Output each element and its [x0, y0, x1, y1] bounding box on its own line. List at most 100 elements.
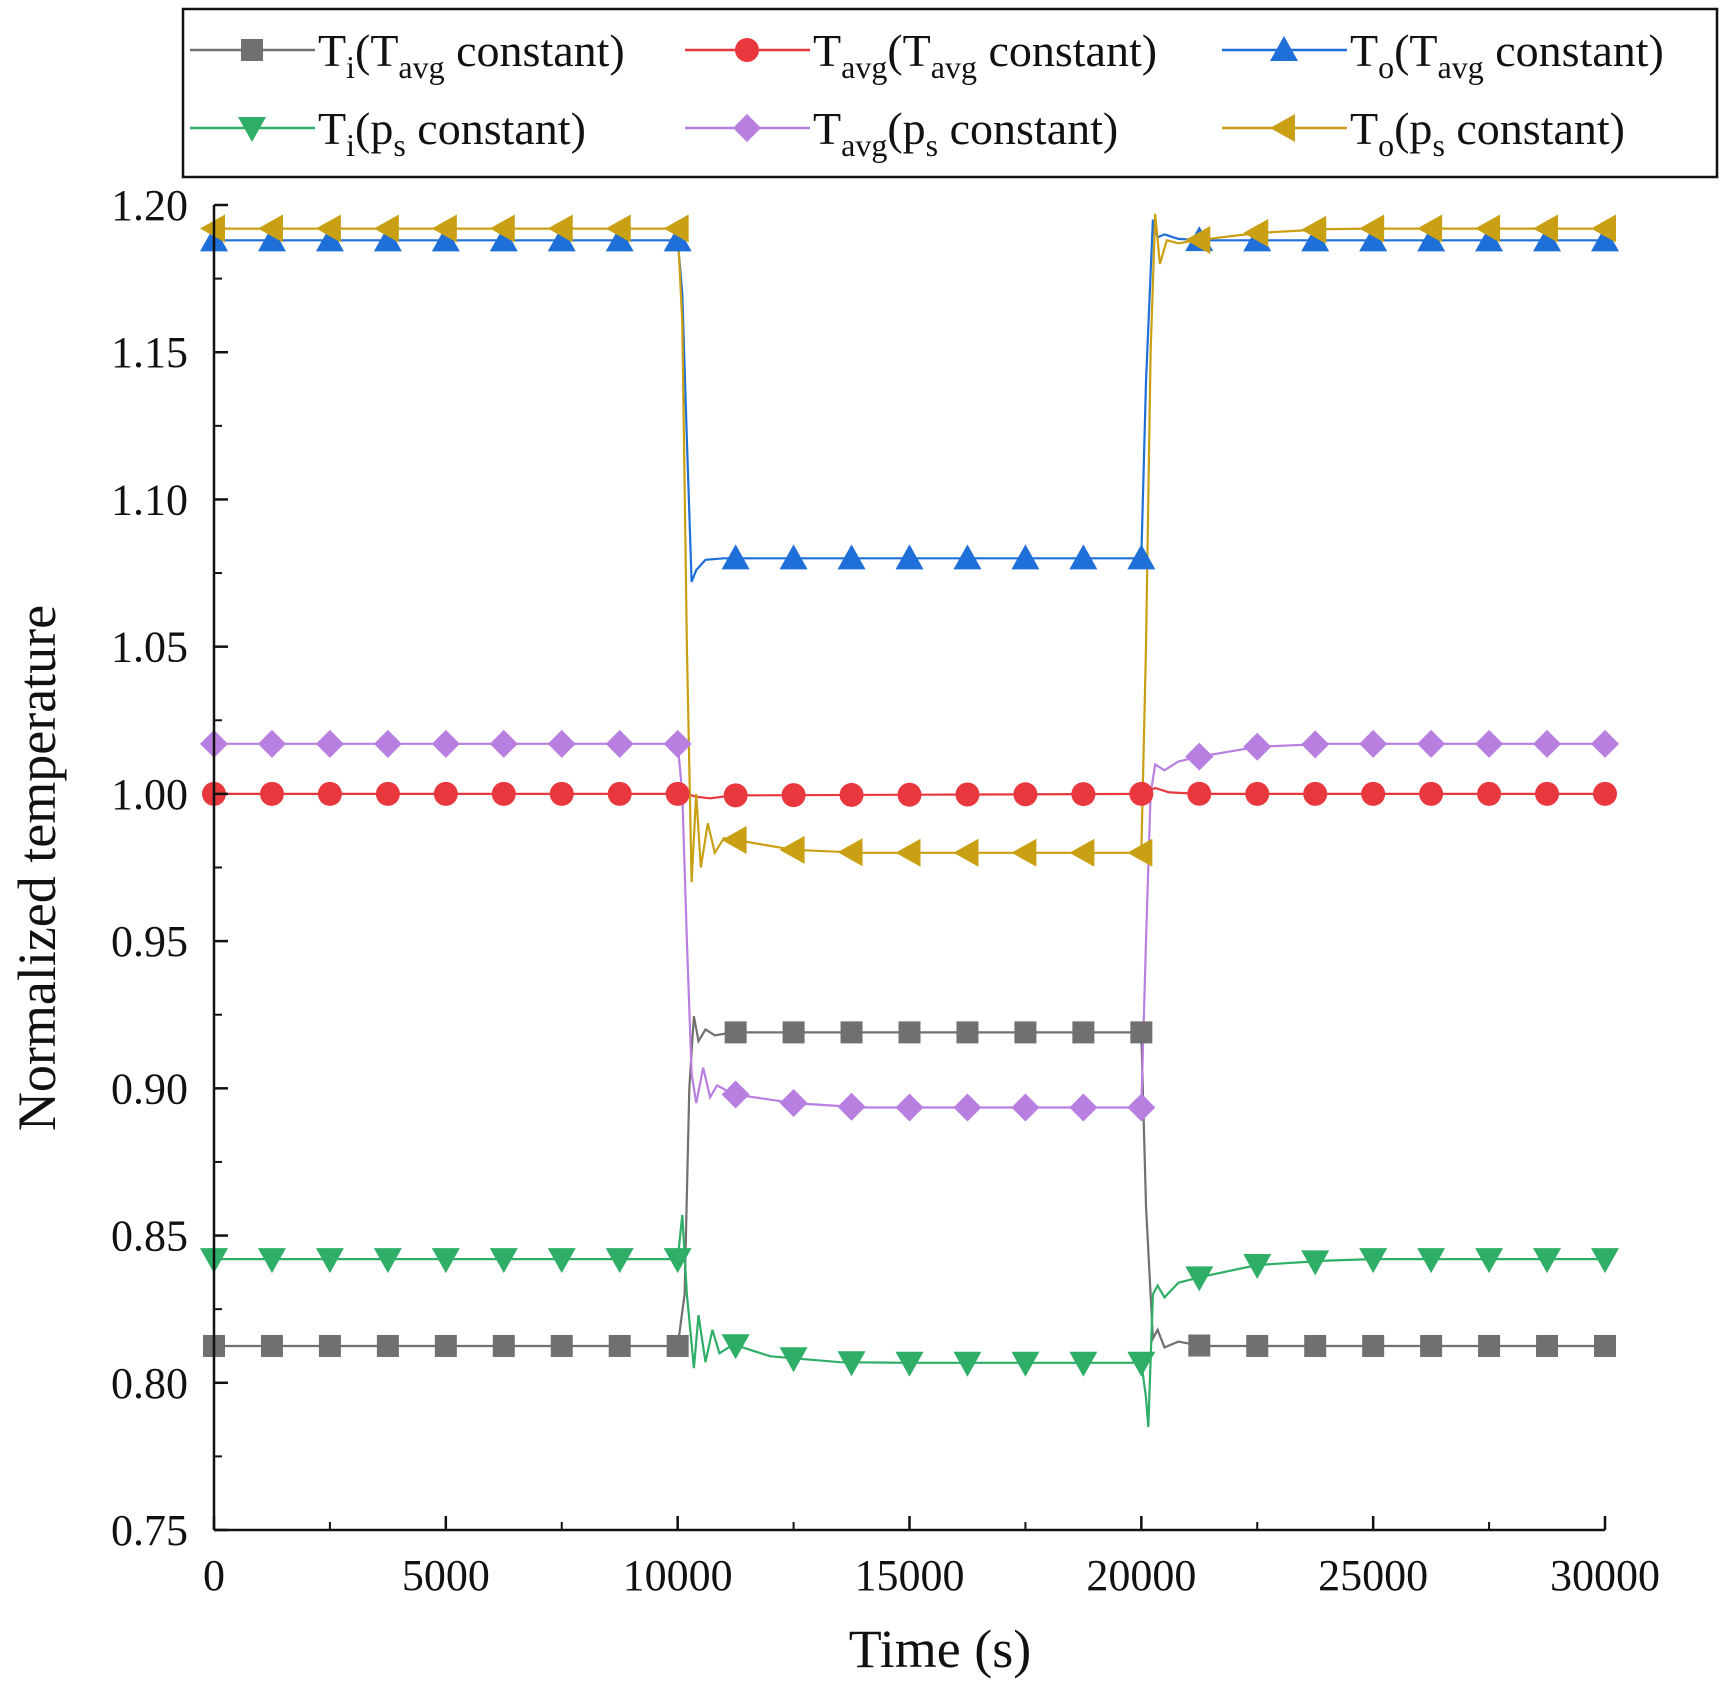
- series-layer: [200, 213, 1619, 1427]
- y-tick-label: 0.80: [111, 1359, 188, 1408]
- series-point: [663, 1248, 692, 1274]
- y-tick-label: 1.15: [111, 328, 188, 377]
- y-tick-label: 1.20: [111, 181, 188, 230]
- series-point: [897, 782, 922, 807]
- legend-item: To(ps constant): [1222, 103, 1625, 163]
- x-tick-label: 10000: [623, 1551, 733, 1600]
- series-point: [259, 781, 284, 806]
- series-point: [431, 226, 460, 252]
- series-point: [779, 1089, 808, 1118]
- legend-label-subscript: o: [1378, 49, 1394, 85]
- series-point: [1243, 218, 1269, 247]
- series-point: [1362, 1334, 1385, 1357]
- series-point: [1069, 1351, 1098, 1377]
- series-point: [1594, 1334, 1616, 1357]
- series-point: [373, 1248, 402, 1274]
- series-point: [1417, 226, 1446, 252]
- series-point: [1591, 729, 1619, 758]
- series-point: [779, 835, 805, 864]
- series-point: [434, 1334, 457, 1357]
- series-point: [605, 1248, 634, 1274]
- series-point: [663, 214, 689, 243]
- series-point: [1361, 781, 1386, 806]
- series-point: [1359, 729, 1388, 758]
- series-point: [1013, 782, 1038, 807]
- series-point: [1536, 1334, 1559, 1357]
- x-tick-label: 0: [203, 1551, 225, 1600]
- series-point: [257, 214, 283, 243]
- series-point: [260, 1334, 283, 1357]
- y-tick-label: 1.00: [111, 770, 188, 819]
- legend-label: Ti(Tavg constant): [318, 25, 625, 85]
- legend-label-subscript: avg: [1438, 49, 1484, 85]
- series-point: [956, 1021, 979, 1044]
- legend-label-text: T: [318, 25, 346, 76]
- series-point: [1359, 214, 1385, 243]
- series-point: [898, 1021, 921, 1044]
- series-point: [1420, 1334, 1443, 1357]
- series-point: [781, 783, 806, 808]
- series-point: [1071, 782, 1096, 807]
- series-point: [1533, 1248, 1562, 1274]
- series-point: [1130, 1021, 1153, 1044]
- series-point: [1475, 226, 1504, 252]
- series-point: [837, 544, 866, 570]
- series-point: [837, 1351, 866, 1377]
- series-point: [605, 226, 634, 252]
- legend-label-subscript: i: [346, 49, 355, 85]
- series-point: [1245, 781, 1270, 806]
- series-point: [605, 729, 634, 758]
- series-point: [605, 214, 631, 243]
- series-markers-3: [200, 226, 1619, 570]
- legend-label-subscript: s: [926, 127, 938, 163]
- series-point: [1417, 214, 1443, 243]
- series-point: [1072, 1021, 1095, 1044]
- legend-box: [181, 7, 1719, 179]
- legend-item: Ti(ps constant): [190, 103, 586, 163]
- series-point: [550, 1334, 573, 1357]
- series-point: [491, 781, 516, 806]
- legend-item: Ti(Tavg constant): [190, 25, 625, 85]
- series-point: [607, 781, 632, 806]
- legend-item: Tavg(ps constant): [685, 103, 1118, 163]
- series-point: [433, 781, 458, 806]
- series-point: [1417, 1248, 1446, 1274]
- series-point: [315, 1248, 344, 1274]
- series-point: [723, 783, 748, 808]
- series-markers-1: [203, 1021, 1616, 1357]
- series-point: [549, 781, 574, 806]
- legend-label-subscript: i: [346, 127, 355, 163]
- legend-label-text: constant): [406, 103, 586, 154]
- series-point: [1011, 838, 1037, 867]
- series-point: [724, 1021, 747, 1044]
- series-point: [1478, 1334, 1501, 1357]
- series-markers-5: [200, 729, 1619, 1122]
- series-3: [214, 219, 1605, 583]
- series-point: [257, 1248, 286, 1274]
- series-point: [431, 214, 457, 243]
- series-point: [1127, 1351, 1156, 1377]
- legend-label: Ti(ps constant): [318, 103, 586, 163]
- x-tick-label: 15000: [855, 1551, 965, 1600]
- series-point: [431, 1248, 460, 1274]
- series-point: [489, 729, 518, 758]
- series-point: [318, 1334, 341, 1357]
- series-point: [779, 544, 808, 570]
- series-point: [663, 226, 692, 252]
- series-point: [547, 226, 576, 252]
- series-point: [1069, 838, 1095, 867]
- series-point: [1014, 1021, 1037, 1044]
- legend-item: Tavg(Tavg constant): [685, 25, 1157, 85]
- legend-marker: [241, 39, 263, 61]
- legend-label-text: constant): [445, 25, 625, 76]
- series-point: [1127, 544, 1156, 570]
- x-axis-title: Time (s): [849, 1619, 1032, 1679]
- series-point: [373, 214, 399, 243]
- series-point: [1533, 226, 1562, 252]
- y-axis-title: Normalized temperature: [7, 605, 67, 1131]
- series-point: [721, 544, 750, 570]
- series-point: [1011, 1351, 1040, 1377]
- legend-label-text: T: [318, 103, 346, 154]
- series-point: [721, 1334, 750, 1360]
- series-point: [895, 838, 921, 867]
